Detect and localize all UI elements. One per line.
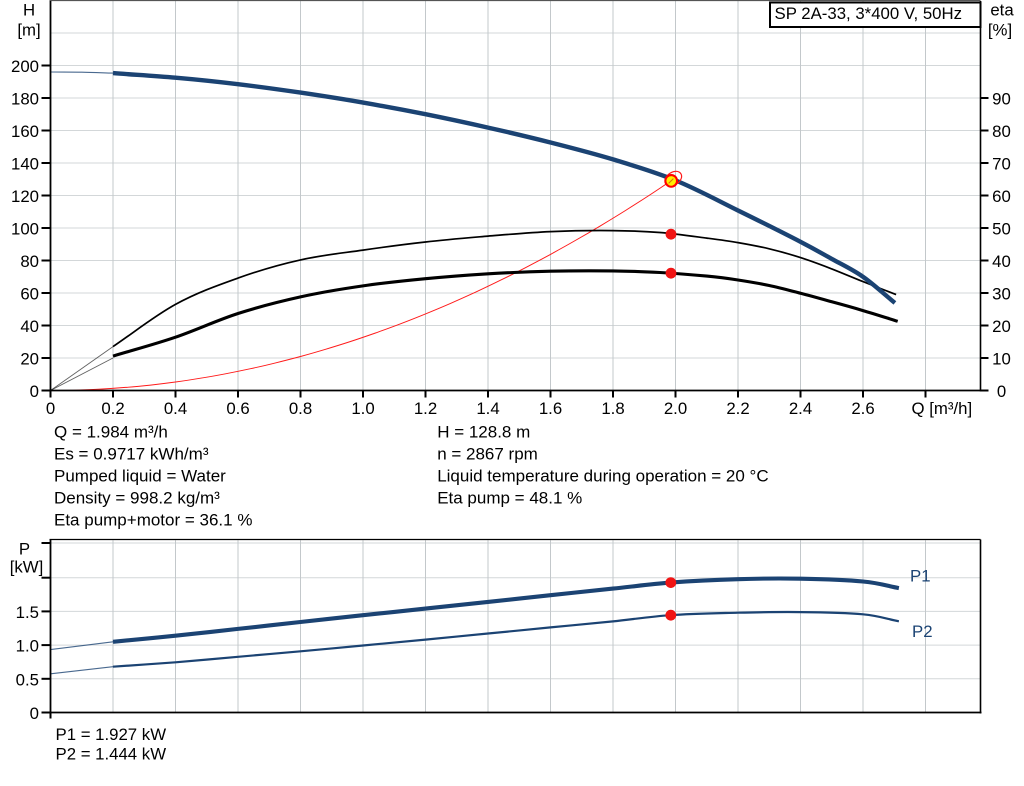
- svg-text:1.5: 1.5: [16, 603, 39, 622]
- svg-text:100: 100: [11, 220, 39, 239]
- svg-text:20: 20: [992, 317, 1011, 336]
- svg-text:60: 60: [20, 285, 39, 304]
- svg-text:160: 160: [11, 122, 39, 141]
- svg-text:eta: eta: [990, 1, 1014, 20]
- svg-text:1.0: 1.0: [351, 399, 374, 418]
- svg-text:0.6: 0.6: [226, 399, 249, 418]
- svg-text:Liquid temperature during oper: Liquid temperature during operation = 20…: [437, 466, 768, 485]
- svg-text:0.8: 0.8: [289, 399, 312, 418]
- svg-text:30: 30: [992, 285, 1011, 304]
- svg-text:Es = 0.9717 kWh/m³: Es = 0.9717 kWh/m³: [54, 444, 209, 463]
- svg-text:[kW]: [kW]: [10, 558, 44, 577]
- svg-text:200: 200: [11, 57, 39, 76]
- svg-text:[m]: [m]: [17, 21, 40, 40]
- svg-text:2.0: 2.0: [664, 399, 687, 418]
- svg-text:0: 0: [30, 704, 39, 723]
- svg-text:H: H: [23, 1, 35, 20]
- svg-text:20: 20: [20, 350, 39, 369]
- svg-text:0.2: 0.2: [101, 399, 124, 418]
- svg-text:SP 2A-33, 3*400 V, 50Hz: SP 2A-33, 3*400 V, 50Hz: [775, 4, 963, 23]
- svg-text:90: 90: [992, 90, 1011, 109]
- svg-text:140: 140: [11, 155, 39, 174]
- svg-text:60: 60: [992, 187, 1011, 206]
- svg-text:80: 80: [20, 252, 39, 271]
- svg-text:2.6: 2.6: [851, 399, 874, 418]
- svg-text:Eta pump = 48.1 %: Eta pump = 48.1 %: [437, 488, 582, 507]
- svg-text:120: 120: [11, 187, 39, 206]
- svg-text:10: 10: [992, 350, 1011, 369]
- svg-text:P2: P2: [912, 622, 933, 641]
- svg-text:0.5: 0.5: [16, 670, 39, 689]
- svg-text:40: 40: [20, 317, 39, 336]
- svg-text:P2 = 1.444 kW: P2 = 1.444 kW: [56, 745, 167, 764]
- svg-text:1.2: 1.2: [414, 399, 437, 418]
- svg-text:n = 2867 rpm: n = 2867 rpm: [437, 444, 538, 463]
- svg-text:[%]: [%]: [988, 21, 1012, 40]
- svg-text:2.4: 2.4: [789, 399, 812, 418]
- svg-text:Q = 1.984 m³/h: Q = 1.984 m³/h: [54, 422, 168, 441]
- svg-text:50: 50: [992, 220, 1011, 239]
- svg-text:Pumped liquid = Water: Pumped liquid = Water: [54, 466, 226, 485]
- svg-text:2.2: 2.2: [726, 399, 749, 418]
- svg-text:Density = 998.2 kg/m³: Density = 998.2 kg/m³: [54, 488, 220, 507]
- svg-text:P1 = 1.927 kW: P1 = 1.927 kW: [56, 725, 167, 744]
- svg-text:P1: P1: [910, 567, 931, 586]
- svg-text:P: P: [19, 540, 30, 559]
- svg-text:Eta pump+motor = 36.1 %: Eta pump+motor = 36.1 %: [54, 510, 252, 529]
- svg-text:0.4: 0.4: [164, 399, 187, 418]
- svg-text:40: 40: [992, 252, 1011, 271]
- svg-text:1.6: 1.6: [539, 399, 562, 418]
- svg-text:H = 128.8 m: H = 128.8 m: [437, 422, 530, 441]
- svg-text:0: 0: [46, 399, 55, 418]
- svg-text:80: 80: [992, 122, 1011, 141]
- svg-text:1.0: 1.0: [16, 637, 39, 656]
- svg-text:Q [m³/h]: Q [m³/h]: [912, 399, 973, 418]
- svg-text:70: 70: [992, 155, 1011, 174]
- svg-text:1.4: 1.4: [476, 399, 499, 418]
- svg-text:0: 0: [997, 382, 1006, 401]
- svg-text:0: 0: [30, 382, 39, 401]
- svg-text:1.8: 1.8: [601, 399, 624, 418]
- svg-text:180: 180: [11, 90, 39, 109]
